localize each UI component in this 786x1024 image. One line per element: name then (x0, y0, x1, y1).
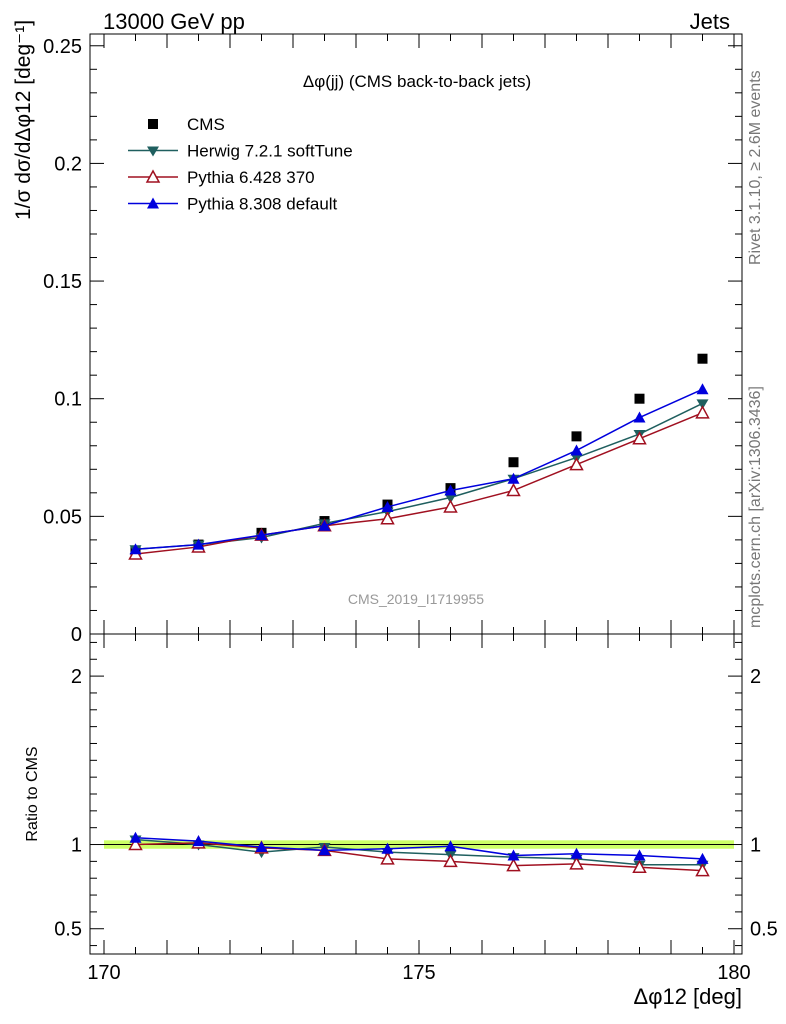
ratio-data-point (381, 842, 394, 854)
main-axis-ticks (90, 34, 742, 635)
x-axis-label: Δφ12 [deg] (634, 984, 742, 1009)
series-line (135, 402, 703, 551)
ratio-data-point (444, 840, 457, 852)
main-y-tick-labels: 0 0.05 0.1 0.15 0.2 0.25 (43, 36, 82, 646)
y-tick-label: 0 (71, 624, 82, 646)
data-point (507, 472, 520, 484)
series-line (135, 412, 703, 555)
data-point (192, 538, 205, 550)
ratio-y-axis-label: Ratio to CMS (24, 746, 41, 841)
y-tick-label: 0.25 (43, 36, 82, 58)
ratio-y-tick-label: 2 (71, 666, 82, 688)
legend: CMS Herwig 7.2.1 softTune Pythia 6.428 370… (128, 115, 353, 214)
x-tick-label: 170 (87, 962, 120, 984)
data-point (444, 484, 457, 496)
data-point (571, 431, 582, 442)
data-point (506, 482, 521, 497)
ratio-data-point (507, 849, 520, 861)
x-tick-label: 180 (717, 962, 750, 984)
ratio-axis-ticks (90, 634, 742, 954)
main-plot: 0 0.05 0.1 0.15 0.2 0.25 Δφ(jj) (CMS back-to-… (43, 33, 743, 646)
ratio-plot-frame (89, 633, 743, 955)
ratio-data-point (633, 849, 646, 861)
legend-label: Pythia 6.428 370 (187, 168, 315, 187)
main-y-axis-label-text: 1/σ dσ/dΔφ12 [deg⁻¹] (12, 20, 35, 220)
ratio-series-line (135, 837, 703, 860)
data-point (443, 499, 458, 513)
series-herwig-7-2-1-softtune (129, 399, 709, 556)
data-point (380, 511, 395, 525)
legend-label: CMS (187, 115, 225, 134)
data-point (569, 457, 584, 471)
data-point (634, 393, 645, 404)
x-tick-labels: 170 175 180 (87, 962, 750, 984)
series-pythia-6-428-370 (128, 405, 710, 560)
ratio-data-point (570, 847, 583, 859)
y-tick-label: 0.2 (54, 153, 82, 175)
ratio-data-point (695, 863, 710, 877)
ratio-plot: 0.5 0.5 1 1 2 2 Ratio to CMS (24, 633, 778, 955)
ratio-data-point (443, 853, 458, 868)
legend-marker (147, 197, 159, 209)
data-point (695, 405, 710, 419)
ratio-y-tick-label-right: 2 (750, 666, 761, 688)
legend-label: Pythia 8.308 default (187, 195, 338, 214)
data-point (508, 457, 519, 468)
ratio-data-point (128, 836, 143, 851)
ratio-data-point (129, 831, 142, 843)
ratio-data-point (255, 841, 268, 853)
y-tick-label: 0.05 (43, 506, 82, 528)
data-point (444, 493, 457, 504)
mcplots-side-label: mcplots.cern.ch [arXiv:1306.3436] (747, 386, 764, 628)
legend-item-pythia-8-308-default: Pythia 8.308 default (128, 195, 338, 214)
ratio-series-line (135, 838, 703, 866)
ratio-series-pythia-8-308-default (129, 831, 709, 864)
ratio-data-point (696, 852, 709, 864)
ratio-y-tick-label-right: 0.5 (750, 919, 778, 941)
ratio-y-tick-labels: 0.5 0.5 1 1 2 2 (54, 666, 778, 941)
ratio-data-point (192, 835, 205, 847)
ratio-data-point (632, 859, 647, 874)
legend-label: Herwig 7.2.1 softTune (187, 142, 353, 161)
ratio-series-group (128, 831, 710, 877)
y-tick-label: 0.1 (54, 389, 82, 411)
main-series-group (128, 353, 710, 560)
ratio-series-line (135, 842, 703, 872)
series-cms (130, 353, 708, 557)
ratio-y-tick-label: 1 (71, 835, 82, 857)
ratio-data-point (506, 858, 521, 872)
data-point (696, 383, 709, 395)
ratio-y-tick-label-right: 1 (750, 835, 761, 857)
data-point (696, 399, 709, 410)
header-right-label: Jets (690, 9, 730, 34)
x-tick-label: 175 (402, 962, 435, 984)
legend-marker (148, 119, 158, 129)
legend-marker (147, 146, 159, 157)
data-point (318, 519, 331, 531)
legend-item-pythia-6-428-370: Pythia 6.428 370 (128, 168, 315, 187)
ratio-data-point (318, 844, 331, 856)
series-line (135, 388, 703, 551)
data-point (633, 411, 646, 423)
data-point (632, 431, 647, 445)
data-point (570, 444, 583, 456)
header-left-label: 13000 GeV pp (103, 9, 245, 34)
series-pythia-8-308-default (129, 383, 709, 555)
ratio-data-point (380, 851, 395, 865)
watermark: CMS_2019_I1719955 (348, 591, 484, 607)
data-point (129, 543, 142, 555)
data-point (255, 529, 268, 541)
main-plot-title: Δφ(jj) (CMS back-to-back jets) (303, 72, 531, 91)
ratio-data-point (569, 856, 584, 870)
legend-item-cms: CMS (148, 115, 225, 134)
rivet-side-label: Rivet 3.1.10, ≥ 2.6M events (747, 70, 764, 265)
legend-item-herwig-7-2-1-softtune: Herwig 7.2.1 softTune (128, 142, 353, 161)
legend-marker (145, 169, 161, 183)
main-y-axis-label: 1/σ dσ/dΔφ12 [deg⁻¹] (12, 20, 35, 220)
ratio-y-tick-label: 0.5 (54, 919, 82, 941)
data-point (381, 500, 394, 512)
y-tick-label: 0.15 (43, 271, 82, 293)
data-point (697, 353, 708, 364)
